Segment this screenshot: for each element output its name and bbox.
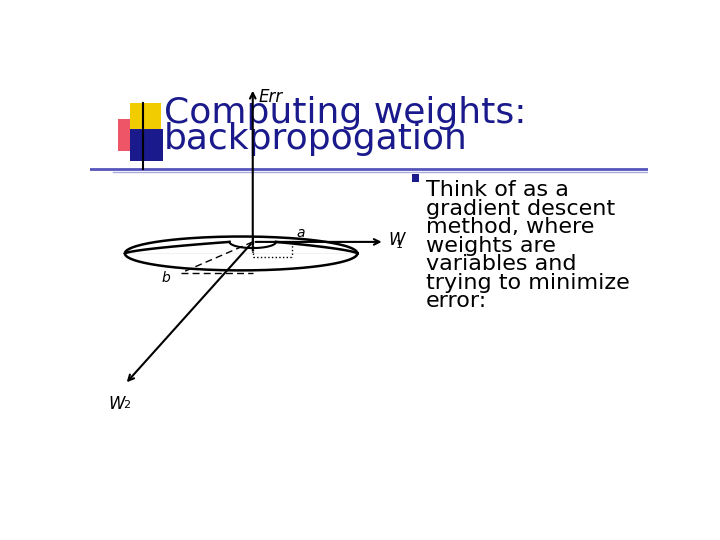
Text: variables and: variables and: [426, 254, 576, 274]
Text: error:: error:: [426, 291, 487, 311]
Text: method, where: method, where: [426, 217, 594, 237]
Text: trying to minimize: trying to minimize: [426, 273, 629, 293]
Text: b: b: [162, 271, 171, 285]
Text: backpropogation: backpropogation: [163, 122, 467, 156]
Polygon shape: [125, 242, 357, 253]
Text: W: W: [388, 231, 405, 248]
FancyBboxPatch shape: [130, 129, 163, 161]
Text: W: W: [109, 395, 125, 413]
Text: gradient descent: gradient descent: [426, 199, 615, 219]
Text: 2: 2: [123, 400, 130, 410]
Polygon shape: [125, 237, 357, 253]
Text: weights are: weights are: [426, 236, 555, 256]
Text: a: a: [296, 226, 305, 240]
FancyBboxPatch shape: [412, 174, 419, 182]
Text: 1: 1: [395, 240, 402, 250]
FancyBboxPatch shape: [118, 119, 150, 151]
FancyBboxPatch shape: [130, 103, 161, 134]
Text: Computing weights:: Computing weights:: [163, 96, 526, 130]
Text: Err: Err: [259, 88, 283, 106]
Text: Think of as a: Think of as a: [426, 180, 569, 200]
